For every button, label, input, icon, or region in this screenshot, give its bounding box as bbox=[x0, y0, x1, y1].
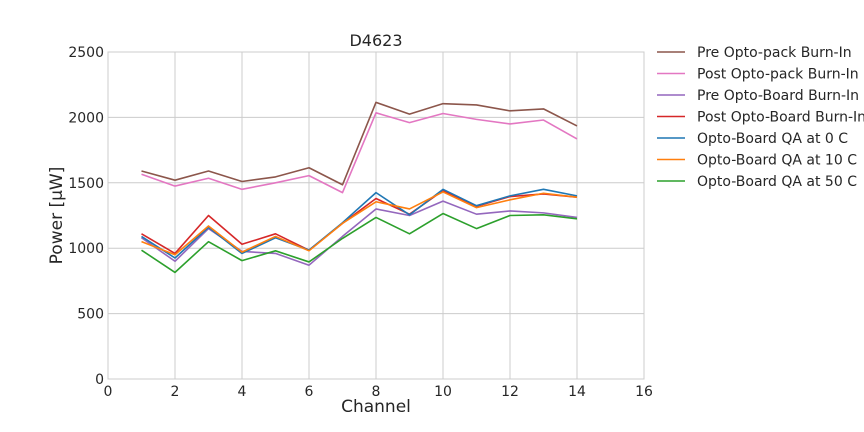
x-tick-label: 4 bbox=[238, 384, 247, 400]
x-tick-label: 8 bbox=[372, 384, 381, 400]
legend-label: Post Opto-pack Burn-In bbox=[697, 67, 859, 83]
x-tick-label: 16 bbox=[635, 384, 653, 400]
y-tick-label: 1500 bbox=[68, 176, 104, 192]
plot-frame bbox=[107, 51, 645, 380]
series-line bbox=[141, 101, 578, 186]
legend: Pre Opto-pack Burn-In Post Opto-pack Burn… bbox=[657, 45, 864, 190]
x-tick-label: 14 bbox=[568, 384, 586, 400]
series-line bbox=[141, 191, 578, 256]
series-line bbox=[141, 112, 578, 194]
y-tick-label: 2500 bbox=[68, 45, 104, 61]
x-tick-label: 10 bbox=[434, 384, 452, 400]
y-tick-label: 0 bbox=[95, 372, 104, 388]
y-tick-label: 2000 bbox=[68, 110, 104, 126]
legend-label: Opto-Board QA at 50 C bbox=[697, 174, 857, 190]
legend-label: Opto-Board QA at 10 C bbox=[697, 153, 857, 169]
series-line bbox=[141, 212, 578, 274]
chart-title: D4623 bbox=[349, 31, 402, 50]
x-axis-label: Channel bbox=[341, 397, 411, 417]
axis-ticks: 0 2 4 6 8 10 12 14 16 0 500 1000 1500 2000 2500 bbox=[68, 45, 653, 400]
y-tick-label: 1000 bbox=[68, 241, 104, 257]
legend-label: Pre Opto-Board Burn-In bbox=[697, 88, 859, 104]
legend-label: Pre Opto-pack Burn-In bbox=[697, 45, 852, 61]
y-tick-label: 500 bbox=[77, 307, 104, 323]
x-tick-label: 6 bbox=[305, 384, 314, 400]
legend-label: Post Opto-Board Burn-In bbox=[697, 110, 864, 126]
x-tick-label: 0 bbox=[104, 384, 113, 400]
x-tick-label: 12 bbox=[501, 384, 519, 400]
x-tick-label: 2 bbox=[171, 384, 180, 400]
y-axis-label: Power [μW] bbox=[47, 167, 67, 265]
legend-label: Opto-Board QA at 0 C bbox=[697, 131, 848, 147]
series-line bbox=[141, 188, 578, 259]
series-lines bbox=[141, 101, 578, 274]
